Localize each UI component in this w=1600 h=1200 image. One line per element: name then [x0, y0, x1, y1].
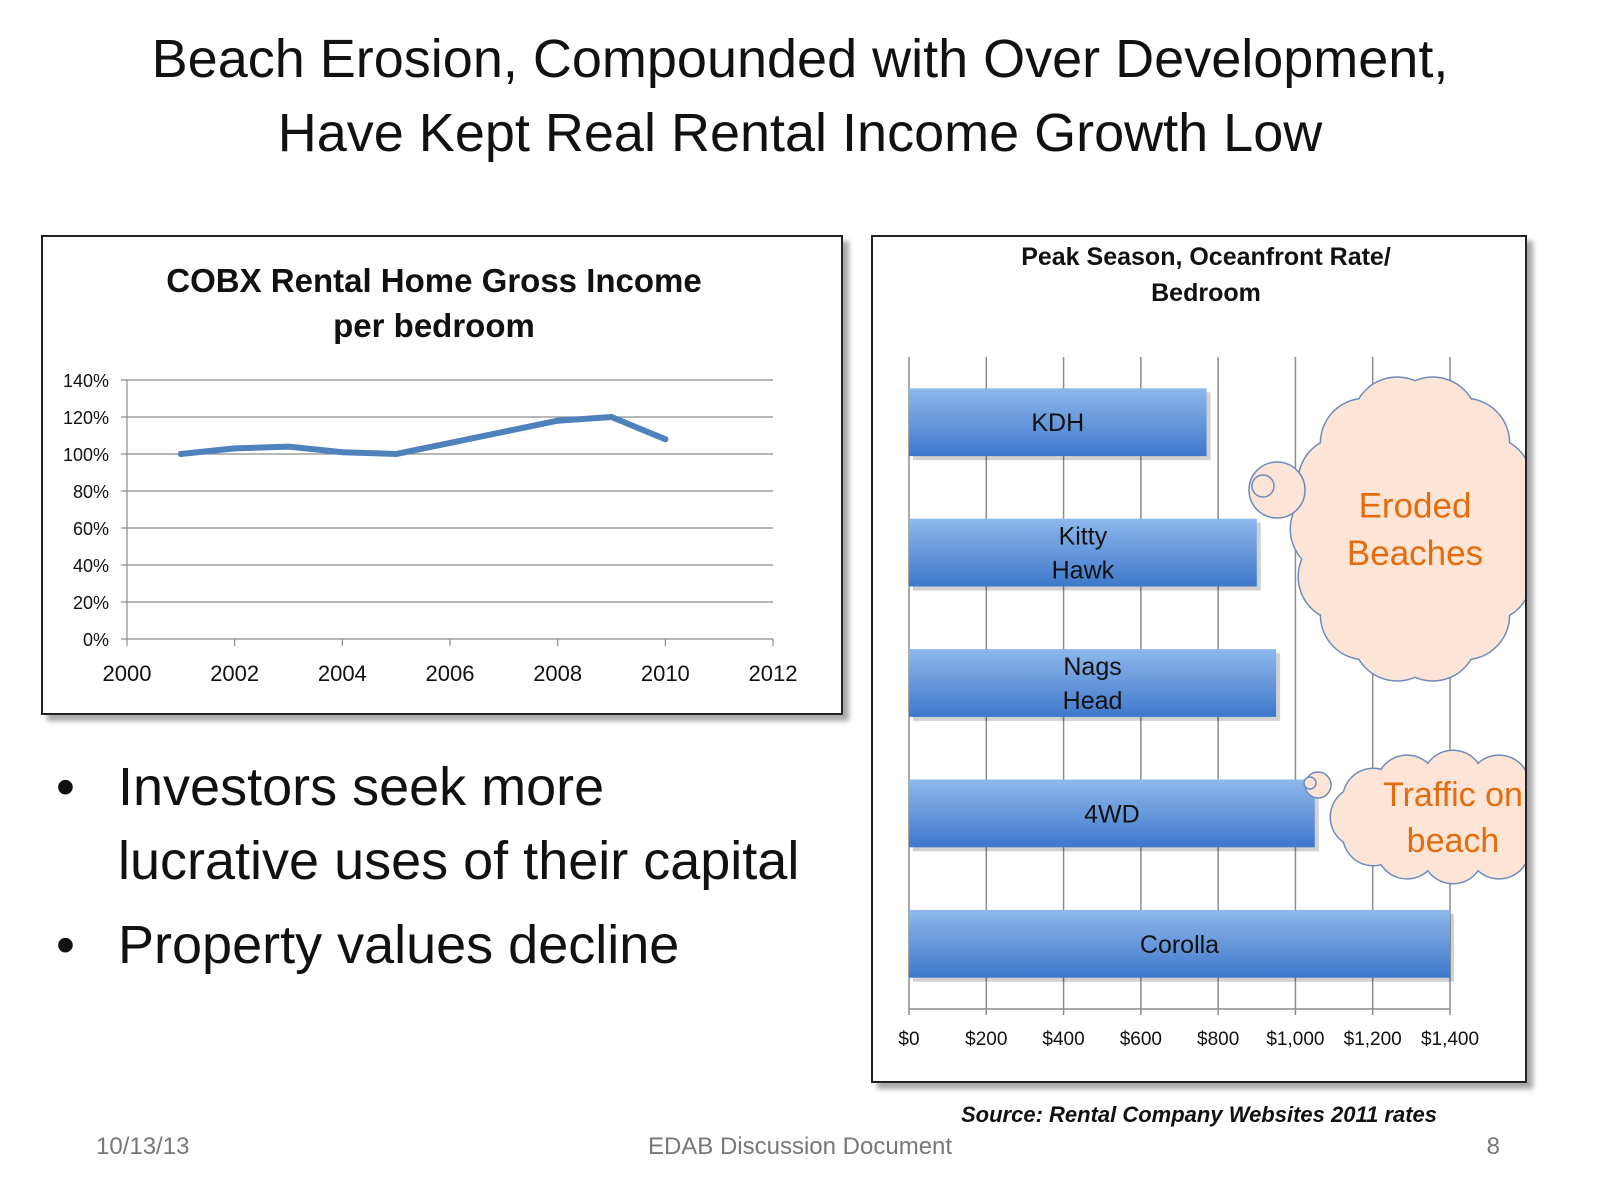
data-point: [447, 439, 453, 446]
chart-title-line: Bedroom: [1151, 279, 1261, 307]
data-point: [554, 417, 561, 424]
slide-title-line-2: Have Kept Real Rental Income Growth Low: [277, 103, 1323, 163]
cloud-tail-bubble: [1303, 776, 1317, 790]
y-tick-label: 20%: [73, 593, 109, 613]
x-tick-label: $200: [965, 1029, 1007, 1050]
bullet-text: Property values decline: [118, 915, 680, 975]
slide-title-line-1: Beach Erosion, Compounded with Over Deve…: [151, 29, 1449, 89]
data-point: [285, 443, 292, 450]
bar-label: KDH: [1031, 409, 1084, 437]
x-tick-label: $1,400: [1421, 1029, 1479, 1050]
x-tick-label: $600: [1120, 1029, 1162, 1050]
callout-traffic-on-beach: Traffic on beach: [1303, 749, 1525, 885]
chart-title-line: per bedroom: [333, 307, 535, 344]
x-tick-label: 2004: [318, 661, 367, 686]
bullet-item: • Property values decline: [56, 908, 816, 982]
x-tick-label: $0: [898, 1029, 919, 1050]
data-point: [500, 428, 507, 435]
bullet-glyph: •: [56, 757, 75, 817]
data-point: [231, 445, 238, 452]
x-tick-label: 2002: [210, 661, 259, 686]
footer-date: 10/13/13: [96, 1133, 190, 1160]
bar-label: Corolla: [1140, 931, 1219, 959]
x-tick-label: 2006: [426, 661, 475, 686]
callout-text: Eroded: [1359, 487, 1472, 526]
y-tick-label: 120%: [63, 408, 109, 428]
cloud-body: [1308, 392, 1522, 666]
chart-title-line: Peak Season, Oceanfront Rate/: [1021, 243, 1391, 271]
bar: [909, 649, 1277, 717]
bullet-item: • Investors seek more lucrative uses of …: [56, 750, 816, 898]
x-tick-label: $1,000: [1266, 1029, 1324, 1050]
x-tick-label: 2008: [533, 661, 582, 686]
y-tick-label: 140%: [63, 371, 109, 391]
bar: [909, 779, 1315, 848]
x-tick-label: $400: [1042, 1029, 1084, 1050]
bar-label: Hawk: [1052, 557, 1115, 585]
data-point: [339, 449, 346, 456]
callout-text: Traffic on: [1383, 776, 1523, 814]
bar-label: Kitty: [1059, 523, 1108, 551]
y-tick-label: 80%: [73, 482, 109, 502]
data-point: [662, 436, 669, 443]
callout-text: Beaches: [1347, 534, 1483, 573]
chart-title-line: COBX Rental Home Gross Income: [166, 262, 701, 299]
x-tick-label: 2000: [103, 661, 152, 686]
footer-page-number: 8: [1486, 1133, 1500, 1160]
y-tick-label: 60%: [73, 519, 109, 539]
series-line: [177, 414, 669, 457]
callout-eroded-beaches: Eroded Beaches: [1248, 376, 1525, 682]
cloud-body: [1343, 763, 1525, 871]
income-chart-panel: COBX Rental Home Gross Income per bedroom…: [41, 235, 843, 715]
x-tick-label: 2010: [641, 661, 690, 686]
y-tick-label: 40%: [73, 556, 109, 576]
y-tick-label: 100%: [63, 445, 109, 465]
slide-title: Beach Erosion, Compounded with Over Deve…: [0, 22, 1600, 170]
data-point: [177, 451, 184, 457]
source-note: Source: Rental Company Websites 2011 rat…: [960, 1102, 1438, 1127]
bar-label: 4WD: [1084, 800, 1140, 828]
bar: [909, 388, 1207, 457]
footer-document-name: EDAB Discussion Document: [647, 1133, 953, 1160]
bullet-glyph: •: [56, 915, 75, 975]
rate-chart-panel: Peak Season, Oceanfront Rate/Bedroom $0 $2…: [871, 235, 1527, 1083]
x-tick-label: 2012: [749, 661, 798, 686]
bar: [909, 518, 1257, 587]
bullet-text: Investors seek more lucrative uses of th…: [118, 757, 800, 891]
callout-text: beach: [1407, 822, 1500, 860]
income-line-chart: COBX Rental Home Gross Income per bedroom…: [63, 262, 798, 686]
y-tick-label: 0%: [83, 630, 109, 650]
bar: [909, 909, 1450, 978]
data-point: [608, 414, 615, 420]
rate-bar-chart: Peak Season, Oceanfront Rate/Bedroom $0 $2…: [898, 243, 1525, 1050]
bar-label: Nags: [1063, 653, 1121, 681]
x-tick-label: $1,200: [1344, 1029, 1402, 1050]
x-tick-label: $800: [1197, 1029, 1239, 1050]
bar-label: Head: [1063, 687, 1123, 715]
cloud-tail-bubble: [1251, 474, 1275, 498]
data-point: [393, 451, 400, 457]
bullet-list: • Investors seek more lucrative uses of …: [56, 750, 816, 992]
